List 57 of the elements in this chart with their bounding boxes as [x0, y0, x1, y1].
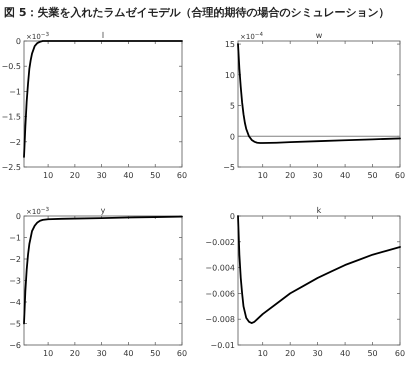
y-tick-label: −5 [9, 320, 21, 328]
y-tick-label: 15 [224, 40, 235, 50]
x-tick-label: 10 [43, 349, 54, 358]
y-tick-label: −6 [9, 341, 21, 350]
y-tick-label: −0.5 [2, 62, 21, 72]
y-tick-label: 0 [230, 212, 235, 221]
y-tick-label: 5 [230, 102, 235, 111]
x-tick-label: 60 [176, 171, 188, 180]
x-tick-label: 10 [258, 349, 268, 358]
caption: 図 5：失業を入れたラムゼイモデル（合理的期待の場合のシミュレーション） [4, 6, 390, 19]
x-tick-label: 20 [70, 171, 80, 180]
x-tick-label: 20 [70, 349, 80, 358]
y-tick-label: 10 [224, 70, 235, 80]
chart-title: w [316, 31, 323, 40]
y-tick-label: 0 [16, 37, 21, 46]
y-tick-label: 0 [230, 132, 235, 142]
y-tick-label: −0.008 [205, 315, 235, 324]
x-tick-label: 30 [96, 349, 107, 358]
y-tick-label: −1.5 [2, 112, 21, 122]
y-tick-label: −2.5 [2, 163, 21, 172]
x-tick-label: 20 [285, 171, 296, 180]
y-tick-label: 0 [16, 212, 21, 221]
x-tick-label: 10 [43, 171, 54, 180]
x-tick-label: 40 [123, 171, 134, 180]
x-tick-label: 30 [312, 171, 323, 180]
line-series [237, 43, 401, 144]
y-tick-label: −0.006 [205, 289, 235, 298]
chart-title: k [316, 206, 322, 215]
y-tick-label: −1 [9, 87, 21, 96]
line-series [23, 40, 183, 158]
y-tick-label: −0.002 [205, 238, 235, 247]
x-tick-label: 60 [394, 171, 406, 180]
line-series [23, 216, 183, 324]
y-tick-label: −2 [9, 255, 21, 264]
y-tick-label: −4 [9, 298, 21, 307]
y-tick-label: −3 [9, 276, 21, 286]
x-tick-label: 40 [340, 349, 350, 358]
x-tick-label: 40 [340, 171, 350, 180]
x-tick-label: 30 [96, 171, 107, 180]
y-tick-label: −2 [9, 138, 21, 147]
x-tick-label: 50 [150, 349, 160, 358]
line-series [237, 215, 401, 324]
y-tick-label: −0.004 [205, 264, 235, 273]
x-tick-label: 60 [394, 349, 406, 358]
chart-title: y [100, 206, 106, 215]
x-tick-label: 50 [367, 171, 378, 180]
y-tick-label: −5 [223, 163, 235, 172]
x-tick-label: 50 [150, 171, 160, 180]
x-tick-label: 60 [176, 349, 188, 358]
x-tick-label: 20 [285, 349, 296, 358]
y-tick-label: −0.01 [210, 341, 235, 350]
x-tick-label: 50 [367, 349, 378, 358]
y-tick-label: −1 [9, 234, 21, 242]
x-tick-label: 40 [123, 349, 134, 358]
x-tick-label: 30 [312, 349, 323, 358]
chart-title: l [102, 31, 104, 40]
x-tick-label: 10 [258, 171, 268, 180]
